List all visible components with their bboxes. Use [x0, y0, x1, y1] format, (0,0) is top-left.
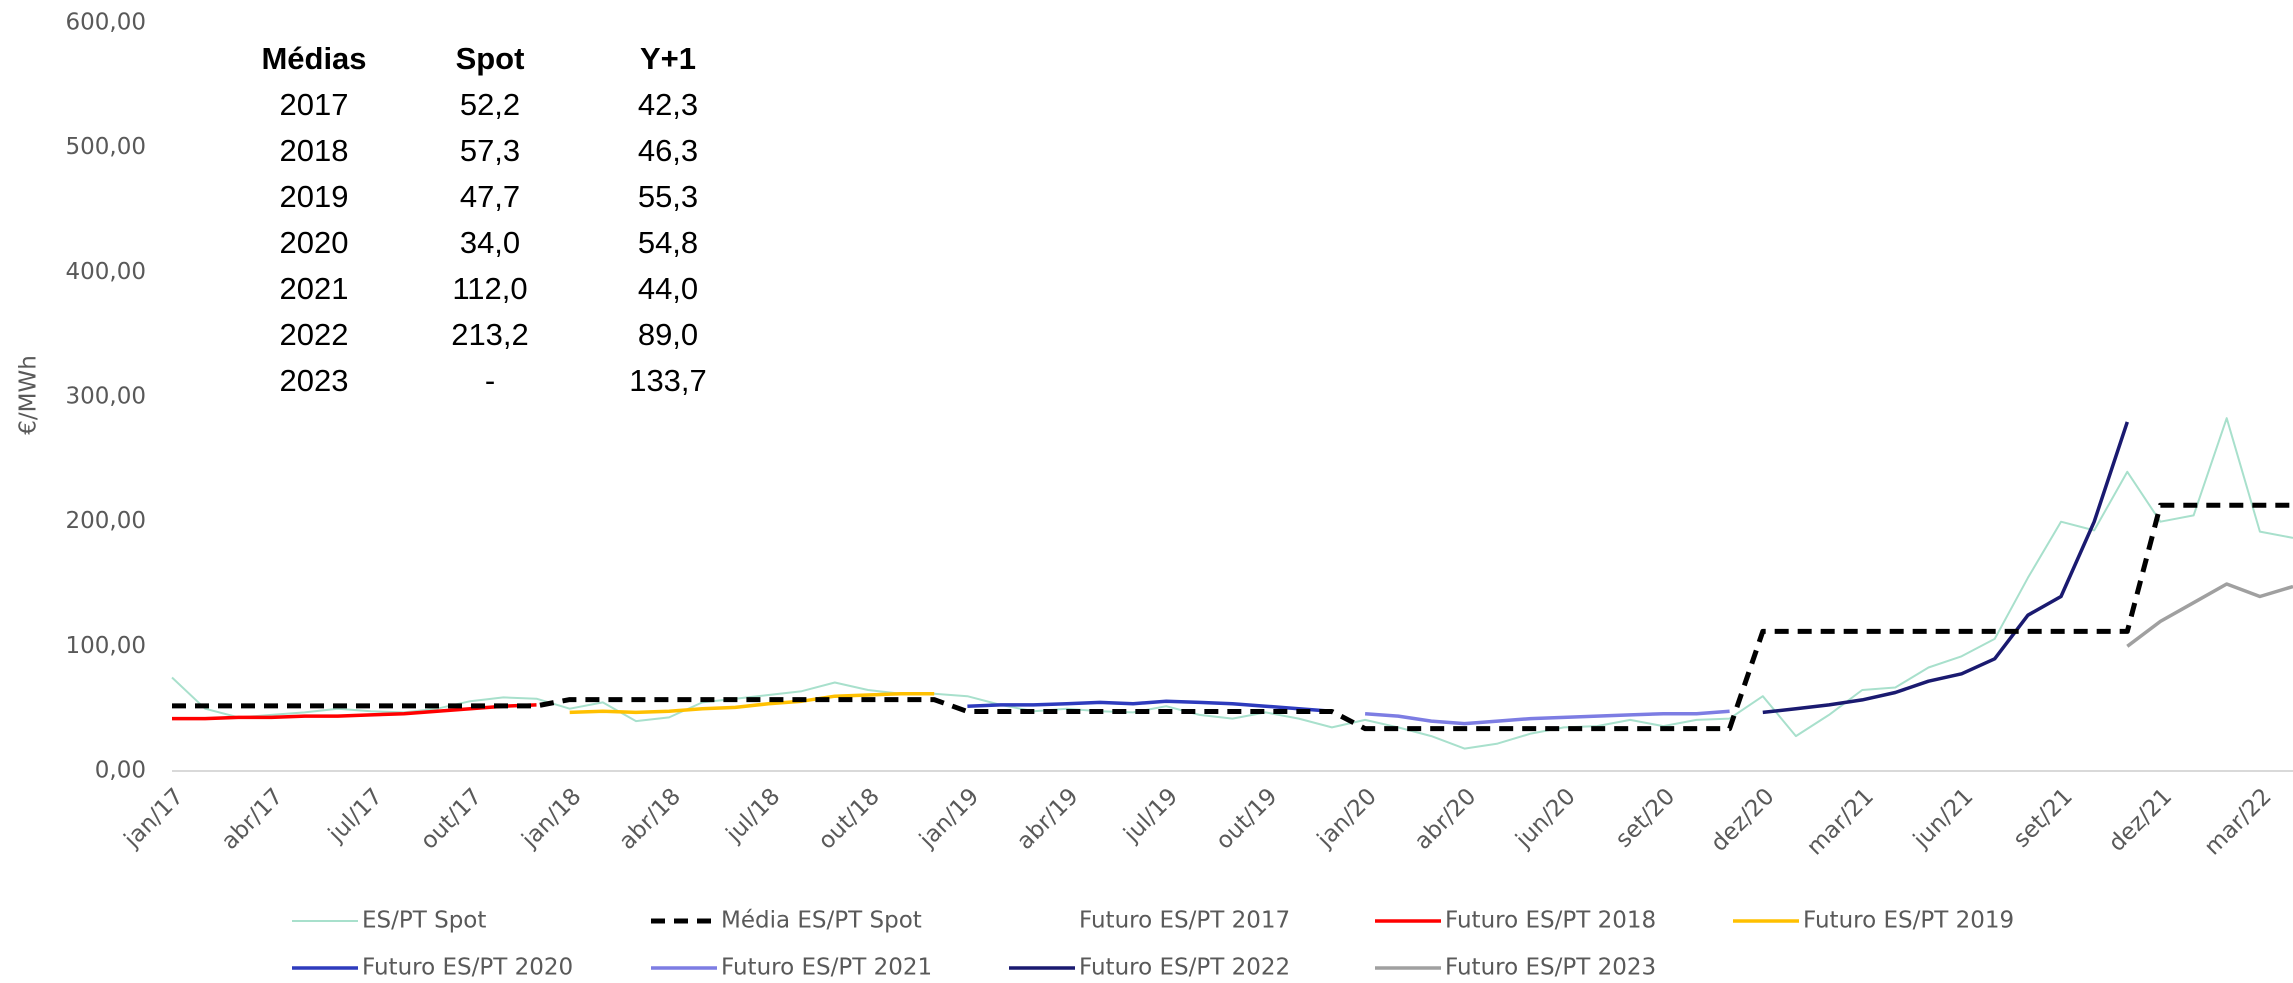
x-tick-label: abr/20: [1410, 783, 1482, 855]
x-tick-label: abr/17: [217, 783, 289, 855]
table-cell: -: [485, 363, 495, 398]
table-header: Y+1: [640, 41, 696, 76]
legend-label: Média ES/PT Spot: [721, 908, 922, 934]
x-tick-label: jul/18: [721, 783, 786, 848]
table-cell: 55,3: [638, 179, 698, 214]
x-tick-label: dez/21: [2104, 783, 2177, 856]
series-line: [967, 699, 1333, 713]
x-tick-label: jan/19: [914, 783, 984, 853]
x-tick-label: set/21: [2008, 783, 2077, 852]
table-cell: 42,3: [638, 87, 698, 122]
table-cell: 2019: [280, 179, 349, 214]
table-cell: 2021: [280, 271, 349, 306]
table-header: Médias: [261, 41, 366, 76]
series-line: [1762, 421, 2129, 715]
x-tick-label: jun/20: [1510, 783, 1580, 853]
legend-label: Futuro ES/PT 2020: [362, 955, 573, 981]
table-cell: 213,2: [451, 317, 529, 352]
y-tick-label: 500,00: [66, 134, 146, 160]
x-tick-label: abr/19: [1012, 783, 1084, 855]
y-tick-label: 100,00: [66, 633, 146, 659]
x-tick-label: abr/18: [614, 783, 686, 855]
x-tick-label: jun/21: [1908, 783, 1978, 853]
legend-label: ES/PT Spot: [362, 908, 486, 934]
table-cell: 34,0: [460, 225, 520, 260]
x-tick-label: jul/17: [323, 783, 388, 848]
x-tick-label: jan/18: [516, 783, 586, 853]
table-cell: 2018: [280, 133, 349, 168]
x-tick-label: jul/19: [1118, 783, 1183, 848]
table-cell: 52,2: [460, 87, 520, 122]
table-cell: 2022: [280, 317, 349, 352]
series-line: [569, 691, 935, 715]
table-cell: 133,7: [629, 363, 707, 398]
x-tick-label: jan/20: [1312, 783, 1382, 853]
table-header: Spot: [456, 41, 525, 76]
series-line: [172, 502, 2293, 732]
table-cell: 89,0: [638, 317, 698, 352]
x-tick-label: set/20: [1611, 783, 1680, 852]
x-tick-label: jan/17: [119, 783, 189, 853]
y-axis-label: €/MWh: [16, 355, 42, 435]
legend-label: Futuro ES/PT 2022: [1079, 955, 1290, 981]
legend-label: Futuro ES/PT 2021: [721, 955, 932, 981]
legend-label: Futuro ES/PT 2018: [1445, 908, 1656, 934]
table-cell: 57,3: [460, 133, 520, 168]
series-line: [2126, 582, 2293, 648]
table-cell: 2017: [280, 87, 349, 122]
table-cell: 47,7: [460, 179, 520, 214]
x-tick-label: out/19: [1211, 783, 1282, 854]
table-cell: 2023: [280, 363, 349, 398]
legend-label: Futuro ES/PT 2023: [1445, 955, 1656, 981]
series-line: [171, 417, 2293, 750]
y-tick-label: 200,00: [66, 508, 146, 534]
y-tick-label: 400,00: [66, 259, 146, 285]
x-tick-label: mar/21: [1802, 783, 1879, 860]
series-line: [1364, 709, 1730, 726]
y-tick-label: 300,00: [66, 384, 146, 410]
x-tick-label: dez/20: [1706, 783, 1779, 856]
x-tick-label: mar/22: [2200, 783, 2277, 860]
table-cell: 2020: [280, 225, 349, 260]
x-tick-label: out/17: [416, 783, 487, 854]
legend-label: Futuro ES/PT 2017: [1079, 908, 1290, 934]
y-tick-label: 0,00: [95, 758, 146, 784]
table-cell: 44,0: [638, 271, 698, 306]
table-cell: 54,8: [638, 225, 698, 260]
legend-label: Futuro ES/PT 2019: [1803, 908, 2014, 934]
table-cell: 112,0: [452, 271, 527, 306]
y-tick-label: 600,00: [66, 10, 146, 36]
x-tick-label: out/18: [814, 783, 885, 854]
table-cell: 46,3: [638, 133, 698, 168]
